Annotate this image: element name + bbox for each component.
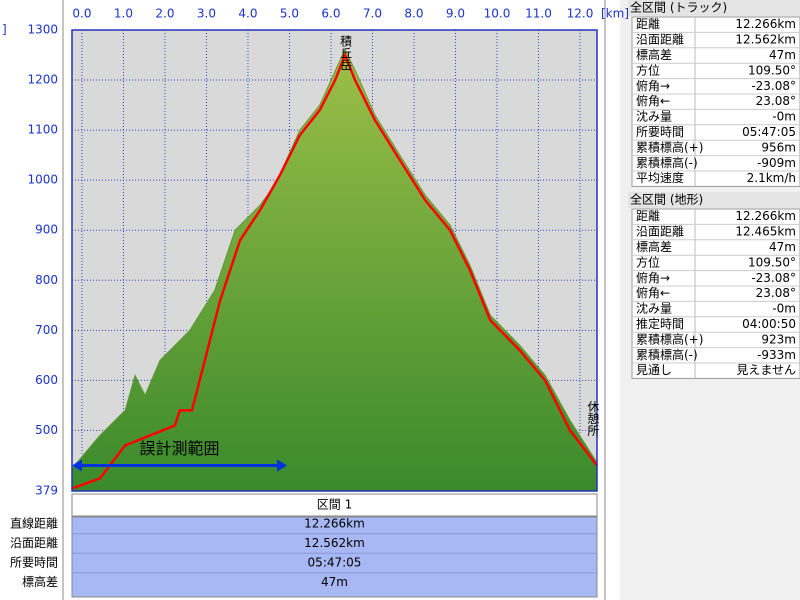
panel-value: 2.1km/h xyxy=(747,171,796,185)
panel-value: 23.08° xyxy=(756,286,796,300)
x-tick-label: 2.0 xyxy=(155,7,174,21)
panel-label: 俯角→ xyxy=(636,78,670,93)
panel-value: 109.50° xyxy=(748,255,796,269)
table-header-bg xyxy=(71,493,598,517)
panel-title: 全区間 (地形) xyxy=(630,192,703,207)
y-tick-label: 800 xyxy=(35,273,58,287)
terrain-area xyxy=(71,48,598,492)
annotation: 休憩所 xyxy=(586,400,600,436)
panel-value: 956m xyxy=(761,140,796,154)
x-tick-label: 10.0 xyxy=(484,7,511,21)
row-label: 所要時間 xyxy=(10,556,58,570)
panel-label: 累積標高(+) xyxy=(636,331,703,346)
row-value: 12.266km xyxy=(304,517,365,531)
panel-value: 109.50° xyxy=(748,63,796,77)
panel-value: 12.465km xyxy=(735,225,796,239)
panel-label: 累積標高(+) xyxy=(636,139,703,154)
panel-label: 標高差 xyxy=(636,47,672,62)
panel-label: 平均速度 xyxy=(636,170,684,185)
x-tick-label: 9.0 xyxy=(446,7,465,21)
panel-value: -0m xyxy=(772,110,796,124)
x-tick-label: 4.0 xyxy=(238,7,257,21)
panel-label: 見通し xyxy=(636,363,672,377)
x-tick-label: 5.0 xyxy=(280,7,299,21)
panel-label: 累積標高(-) xyxy=(636,155,698,170)
x-tick-label: 0.0 xyxy=(72,7,91,21)
row-label: 標高差 xyxy=(22,574,58,589)
panel-value: -23.08° xyxy=(751,271,796,285)
row-value: 05:47:05 xyxy=(308,556,362,570)
table-body-bg xyxy=(71,516,598,598)
panel-label: 沿面距離 xyxy=(636,225,684,239)
panel-value: 47m xyxy=(769,240,796,254)
panel-value: -933m xyxy=(757,348,796,362)
panel-label: 標高差 xyxy=(636,239,672,254)
row-value: 12.562km xyxy=(304,536,365,550)
x-tick-label: 1.0 xyxy=(114,7,133,21)
panel-value: -0m xyxy=(772,302,796,316)
panel-value: 見えません xyxy=(736,363,796,377)
tables: 区間 1 直線距離 12.266km 沿面距離 12.562km 所要時間 05:47:05… xyxy=(10,0,800,598)
annotation: 誤計測範囲 xyxy=(139,439,219,458)
plot-border xyxy=(71,29,598,492)
panel-label: 累積標高(-) xyxy=(636,347,698,362)
panel-value: 12.562km xyxy=(735,33,796,47)
panel-value: -23.08° xyxy=(751,79,796,93)
panel-value: 05:47:05 xyxy=(742,125,796,139)
y-tick-label: 500 xyxy=(35,423,58,437)
annotation: 積丘岳 xyxy=(339,34,353,71)
row-label: 直線距離 xyxy=(10,516,58,531)
x-tick-label: 6.0 xyxy=(321,7,340,21)
arrow-head xyxy=(72,459,82,472)
panel-label: 所要時間 xyxy=(636,125,684,139)
row-label: 沿面距離 xyxy=(10,536,58,550)
panel-label: 距離 xyxy=(636,209,660,223)
y-tick-label: 700 xyxy=(35,323,58,337)
x-tick-label: 11.0 xyxy=(525,7,552,21)
y-tick-label: 1200 xyxy=(27,73,58,87)
panel-title-bg xyxy=(628,192,800,208)
panel-label: 俯角← xyxy=(636,93,670,108)
y-tick-label: 1000 xyxy=(27,173,58,187)
track-line xyxy=(71,51,598,490)
x-unit: [km] xyxy=(601,7,629,21)
panel-value: 04:00:50 xyxy=(742,317,796,331)
panel-label: 方位 xyxy=(636,62,660,77)
x-tick-label: 7.0 xyxy=(363,7,382,21)
panel-label: 沿面距離 xyxy=(636,33,684,47)
panel-table-bg xyxy=(631,16,800,187)
panel-label: 俯角→ xyxy=(636,270,670,285)
x-tick-label: 12.0 xyxy=(567,7,594,21)
x-tick-label: 8.0 xyxy=(404,7,423,21)
x-tick-label: 3.0 xyxy=(197,7,216,21)
table-header: 区間 1 xyxy=(317,498,352,512)
panel-value: 23.08° xyxy=(756,94,796,108)
panel-label: 沈み量 xyxy=(636,109,672,124)
plot xyxy=(71,29,598,492)
y-tick-label: 600 xyxy=(35,373,58,387)
panel-title-bg xyxy=(628,0,800,16)
y-tick-label: 1300 xyxy=(27,23,58,37)
panel-table-bg xyxy=(631,208,800,379)
panel-label: 距離 xyxy=(636,17,660,31)
panel-label: 俯角← xyxy=(636,285,670,300)
panel-label: 推定時間 xyxy=(636,316,684,331)
arrow-head xyxy=(276,459,287,472)
y-tick-label: 379 xyxy=(35,484,58,498)
panel-value: -909m xyxy=(757,156,796,170)
panel-label: 沈み量 xyxy=(636,301,672,316)
y-tick-label: 1100 xyxy=(27,123,58,137)
panel-value: 12.266km xyxy=(735,209,796,223)
panel-label: 方位 xyxy=(636,254,660,269)
y-tick-label: 900 xyxy=(35,223,58,237)
panel-value: 923m xyxy=(761,332,796,346)
y-unit: ] xyxy=(2,23,7,37)
panel-value: 47m xyxy=(769,48,796,62)
row-value: 47m xyxy=(321,575,348,589)
panel-title: 全区間 (トラック) xyxy=(630,0,727,15)
panel-value: 12.266km xyxy=(735,17,796,31)
